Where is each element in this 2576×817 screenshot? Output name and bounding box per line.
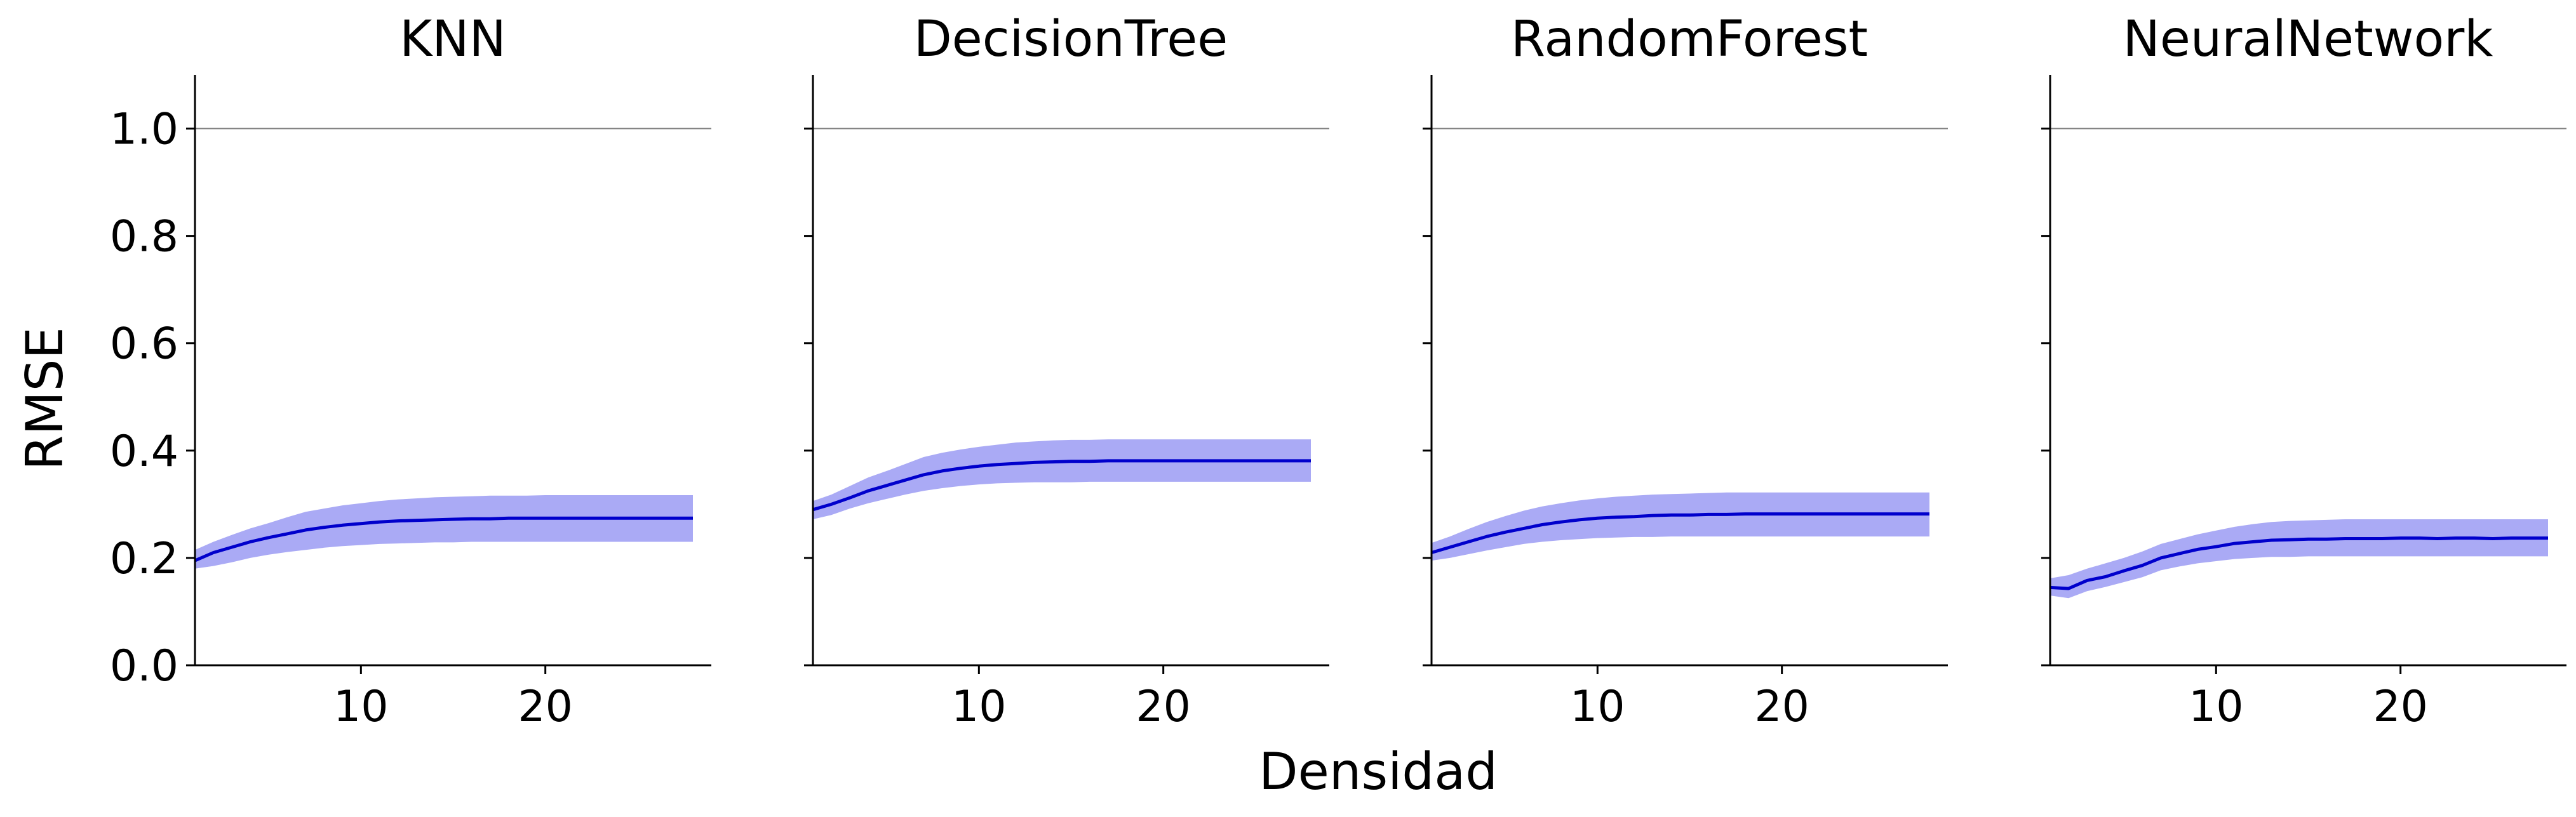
mean-line	[194, 516, 693, 562]
panel-title: DecisionTree	[914, 11, 1228, 68]
panel-neuralnetwork: NeuralNetwork 10 20	[2041, 11, 2566, 732]
panel-knn: KNN 0.0 0.2 0.4 0.6 0.8 1.0 10 20	[110, 11, 711, 732]
mean-line	[1431, 512, 1929, 554]
y-axis-label: RMSE	[15, 327, 74, 470]
mean-line	[2049, 536, 2548, 590]
y-tick-label: 0.6	[110, 319, 178, 369]
y-tick-label: 0.8	[110, 212, 178, 262]
x-tick-label: 20	[2373, 682, 2428, 732]
mean-line	[812, 459, 1311, 512]
panel-title: KNN	[399, 11, 506, 68]
y-tick-label: 0.0	[110, 641, 178, 691]
x-tick-label: 10	[951, 682, 1007, 732]
panel-title: RandomForest	[1511, 11, 1868, 68]
panel-decisiontree: DecisionTree 10 20	[804, 11, 1329, 732]
y-tick-label: 0.2	[110, 534, 178, 584]
confidence-band	[195, 495, 693, 569]
x-tick-label: 10	[1570, 682, 1625, 732]
panel-randomforest: RandomForest 10 20	[1423, 11, 1948, 732]
x-tick-label: 20	[1136, 682, 1191, 732]
x-tick-label: 10	[333, 682, 389, 732]
x-axis-label: Densidad	[1259, 742, 1498, 801]
x-tick-label: 20	[1754, 682, 1809, 732]
x-tick-label: 20	[518, 682, 573, 732]
panel-title: NeuralNetwork	[2123, 11, 2493, 68]
confidence-band	[1432, 492, 1929, 561]
x-tick-label: 10	[2189, 682, 2244, 732]
y-tick-label: 1.0	[110, 105, 178, 155]
y-tick-label: 0.4	[110, 427, 178, 477]
